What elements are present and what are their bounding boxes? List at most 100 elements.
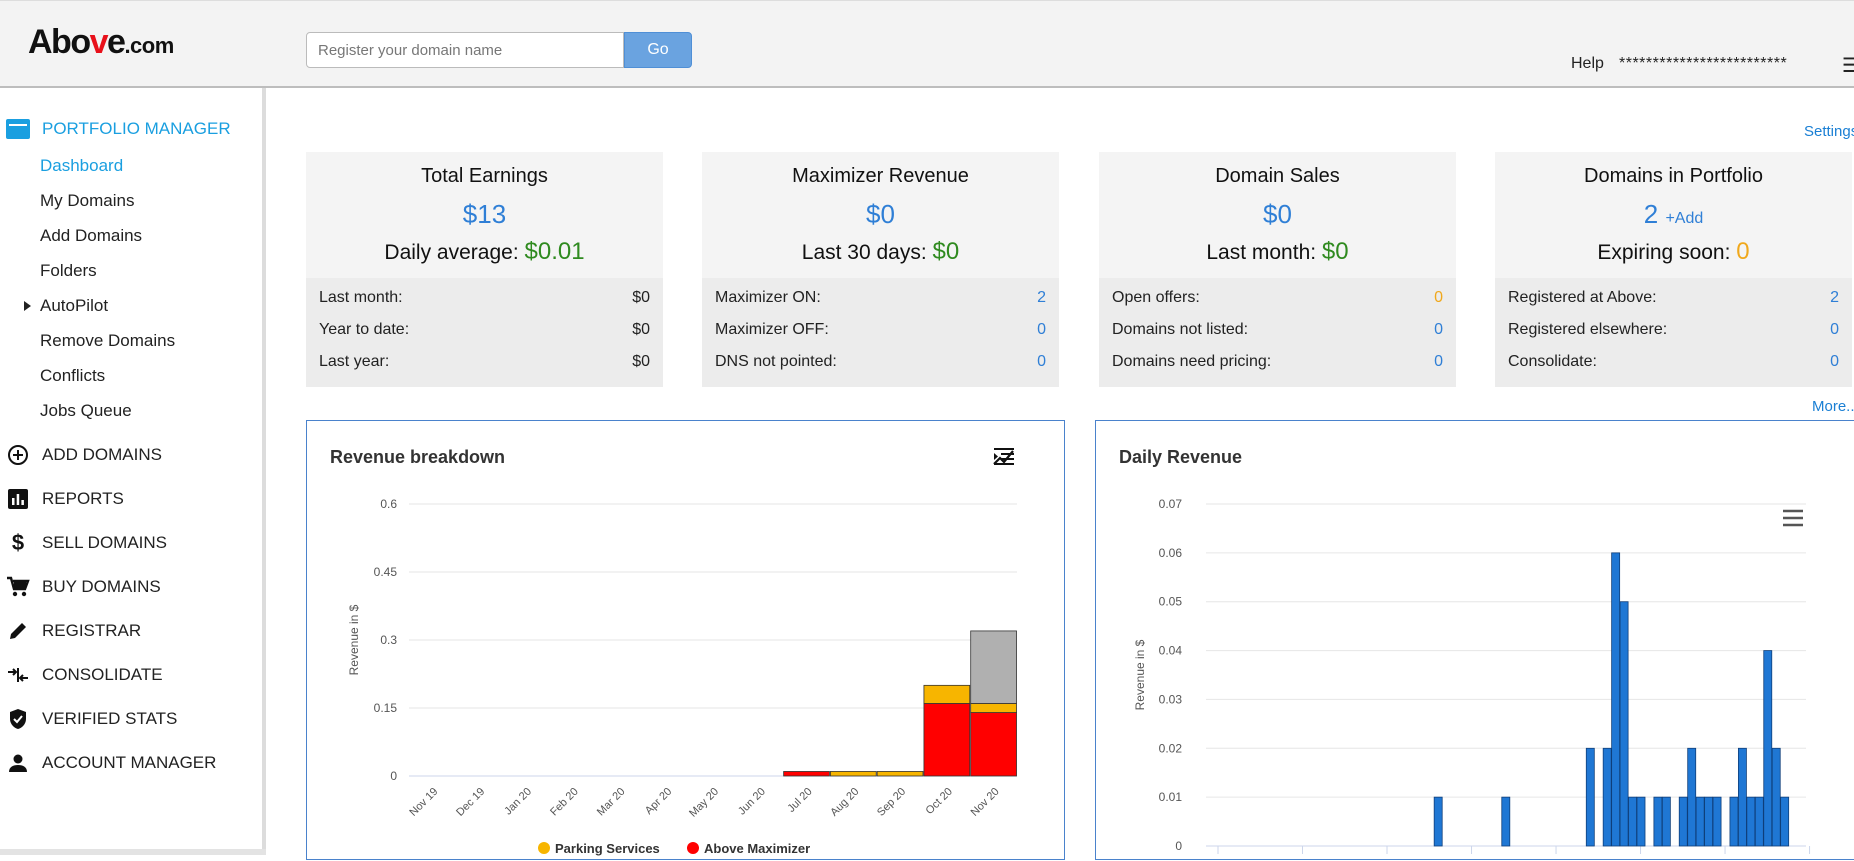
chart-bar <box>1746 796 1756 847</box>
sidebar-add-domains[interactable]: ADD DOMAINS <box>6 443 162 467</box>
y-tick-label: 0 <box>1175 839 1182 853</box>
sidebar-account-manager[interactable]: ACCOUNT MANAGER <box>6 751 216 775</box>
top-header: Above.com Go Help **********************… <box>0 0 1854 88</box>
y-tick-label: 0.15 <box>374 701 398 715</box>
sidebar-item-dashboard[interactable]: Dashboard <box>40 156 124 175</box>
account-name-masked[interactable]: ************************* <box>1619 55 1788 72</box>
sidebar-consolidate[interactable]: CONSOLIDATE <box>6 663 163 687</box>
card-stat-value[interactable]: 0 <box>1434 321 1443 338</box>
chart-bar <box>1619 601 1629 847</box>
hamburger-menu-icon[interactable]: ☰ <box>1842 55 1854 77</box>
sidebar-reports[interactable]: REPORTS <box>6 487 124 511</box>
card-stat-value[interactable]: 0 <box>1434 353 1443 370</box>
sidebar-buy-domains[interactable]: BUY DOMAINS <box>6 575 161 599</box>
y-axis-label: Revenue in $ <box>347 604 361 675</box>
expand-triangle-icon[interactable] <box>24 301 31 311</box>
chart-bar <box>1687 747 1697 847</box>
card-main-number: $0 <box>866 199 895 229</box>
sidebar-item-jobs-queue[interactable]: Jobs Queue <box>40 401 132 420</box>
more-link[interactable]: More... <box>1812 398 1854 415</box>
shopping-cart-icon <box>6 575 30 599</box>
chart-bar <box>1729 796 1739 847</box>
sidebar-item-autopilot[interactable]: AutoPilot <box>24 296 108 316</box>
sidebar-portfolio-manager[interactable]: PORTFOLIO MANAGER <box>6 117 231 141</box>
card-stat-value[interactable]: 0 <box>1037 353 1046 370</box>
chart-bar-segment <box>970 712 1017 777</box>
help-link[interactable]: Help <box>1571 55 1604 72</box>
card-stat-value[interactable]: 2 <box>1037 289 1046 306</box>
sidebar-registrar[interactable]: REGISTRAR <box>6 619 141 643</box>
daily-revenue-chart: 0 0.01 0.02 0.03 0.04 0.05 0.06 0.07 Revenue in … <box>1133 497 1811 854</box>
card-main-value: $0 <box>702 199 1059 230</box>
sidebar-sell-domains-label: SELL DOMAINS <box>42 533 168 552</box>
x-tick-label: Nov 20 <box>969 786 1002 819</box>
sidebar-consolidate-label: CONSOLIDATE <box>42 665 163 684</box>
chart-bar <box>1628 796 1637 847</box>
sidebar-portfolio-manager-label: PORTFOLIO MANAGER <box>42 119 231 138</box>
x-tick-label: Jul 20 <box>785 786 814 815</box>
card-title: Total Earnings <box>421 165 548 187</box>
daily-revenue-panel: Daily Revenue 0 0.01 0.02 0.03 0.04 0.05 0.06 0… <box>1095 420 1854 860</box>
card-stat-label: Domains not listed: <box>1112 321 1249 338</box>
card-stat-value[interactable]: 0 <box>1037 321 1046 338</box>
chart-bar <box>1695 796 1705 847</box>
card-stat-value[interactable]: 2 <box>1830 289 1839 306</box>
logo-text: Abo <box>28 23 91 61</box>
sidebar-sell-domains[interactable]: $ SELL DOMAINS <box>6 530 168 555</box>
chart-bar <box>1771 747 1781 847</box>
settings-link[interactable]: Settings <box>1804 123 1854 140</box>
logo-v-mark: v <box>89 23 109 61</box>
y-tick-label: 0.04 <box>1159 644 1183 658</box>
card-stat-label: Maximizer ON: <box>715 289 821 306</box>
sidebar-verified-stats-label: VERIFIED STATS <box>42 709 178 728</box>
card-stat-label: Registered at Above: <box>1508 289 1657 306</box>
sidebar-item-folders[interactable]: Folders <box>40 261 97 280</box>
add-domain-link[interactable]: +Add <box>1665 210 1704 227</box>
card-stat-value[interactable]: 0 <box>1434 289 1443 306</box>
legend-marker-parking <box>538 842 550 854</box>
portfolio-icon <box>6 117 30 141</box>
plus-circle-icon <box>6 443 30 467</box>
domain-register-form: Go <box>306 32 692 68</box>
card-stat-row: Consolidate: 0 <box>1508 350 1839 382</box>
chart-bar <box>1780 796 1790 847</box>
card-sub-label: Last month: <box>1206 241 1322 264</box>
card-title: Domain Sales <box>1215 165 1340 187</box>
chart-bar <box>1737 747 1747 847</box>
card-stat-row: Maximizer OFF: 0 <box>715 318 1046 350</box>
card-sub-value: $0 <box>932 238 960 265</box>
card-stat-label: Domains need pricing: <box>1112 353 1272 370</box>
summary-card: Domain Sales $0 Last month: $0 Open offe… <box>1099 152 1456 387</box>
y-tick-label: 0.02 <box>1159 741 1183 755</box>
card-title: Domains in Portfolio <box>1584 165 1763 187</box>
y-tick-label: 0.07 <box>1159 497 1183 511</box>
chart-bar <box>1704 796 1714 847</box>
chart-bar <box>1678 796 1688 847</box>
sidebar-item-remove-domains[interactable]: Remove Domains <box>40 331 176 350</box>
sidebar-item-my-domains[interactable]: My Domains <box>40 191 135 210</box>
logo-domain-suffix: .com <box>124 33 174 58</box>
y-tick-label: 0.45 <box>374 565 398 579</box>
card-stat-row: Maximizer ON: 2 <box>715 286 1046 318</box>
card-stat-rows: Open offers: 0 Domains not listed: 0 Dom… <box>1099 278 1456 387</box>
above-logo[interactable]: Above.com <box>28 23 174 62</box>
revenue-breakdown-panel: Revenue breakdown 0 0.15 0.3 0.45 0.6 Revenue… <box>306 420 1065 860</box>
y-axis-label: Revenue in $ <box>1133 639 1147 710</box>
y-tick-label: 0.03 <box>1159 692 1183 706</box>
card-stat-row: DNS not pointed: 0 <box>715 350 1046 382</box>
chart-bar-segment <box>923 684 971 704</box>
card-stat-value[interactable]: 0 <box>1830 321 1839 338</box>
sidebar-add-domains-label: ADD DOMAINS <box>42 445 162 464</box>
sidebar-item-conflicts[interactable]: Conflicts <box>40 366 106 385</box>
card-stat-label: Consolidate: <box>1508 353 1597 370</box>
card-sub-stat: Daily average: $0.01 <box>306 238 663 266</box>
register-domain-input[interactable] <box>306 32 624 68</box>
x-tick-label: Jan 20 <box>502 786 534 818</box>
card-stat-row: Year to date: $0 <box>319 318 650 350</box>
go-button[interactable]: Go <box>624 32 692 68</box>
legend-label-maximizer: Above Maximizer <box>704 841 810 856</box>
card-stat-value[interactable]: 0 <box>1830 353 1839 370</box>
card-sub-label: Daily average: <box>384 241 525 264</box>
sidebar-verified-stats[interactable]: VERIFIED STATS <box>6 707 177 731</box>
sidebar-item-add-domains[interactable]: Add Domains <box>40 226 143 245</box>
